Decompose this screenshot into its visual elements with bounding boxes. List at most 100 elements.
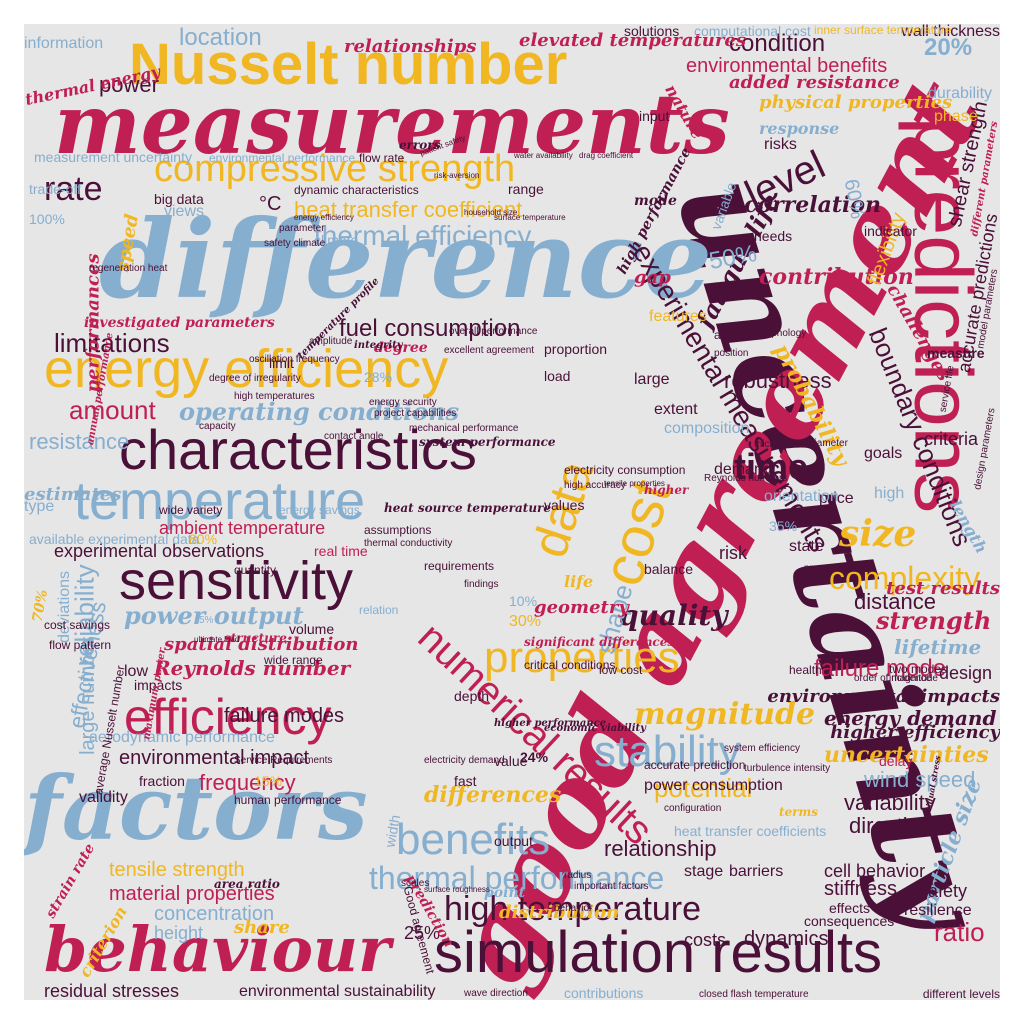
word-radius: radius bbox=[564, 870, 592, 881]
word-thermal-efficiency: thermal efficiency bbox=[314, 220, 532, 251]
word-behavior: behavior bbox=[554, 903, 593, 914]
word-frequency: frequency bbox=[199, 770, 296, 795]
word-fuel-consumption: fuel consumption bbox=[339, 315, 521, 342]
word-heat-transfer-coefficient: heat transfer coefficient bbox=[294, 197, 523, 222]
word-life: life bbox=[564, 572, 594, 591]
word-type: type bbox=[24, 498, 55, 515]
word-low-cost: low cost bbox=[599, 663, 643, 677]
word-flow-pattern: flow pattern bbox=[49, 638, 112, 652]
word-order-of-magnitude: order of magnitude bbox=[854, 673, 938, 684]
word-health: health bbox=[789, 663, 822, 677]
word-gap: gap bbox=[634, 267, 671, 288]
word-low: low bbox=[124, 663, 149, 680]
word-climate: climate bbox=[314, 232, 359, 248]
word-tensile-strength: tensile strength bbox=[109, 859, 245, 881]
word-higher-efficiency: higher efficiency bbox=[830, 722, 1000, 743]
word-compressive-strength: compressive strength bbox=[154, 148, 516, 190]
word-characteristics: characteristics bbox=[119, 418, 477, 481]
word-benefits: benefits bbox=[396, 815, 551, 864]
word-variability: variability bbox=[844, 790, 936, 815]
word-scales: scales bbox=[401, 878, 430, 889]
word-aspects: aspects bbox=[714, 328, 756, 342]
word-critical-conditions: critical conditions bbox=[524, 658, 616, 672]
word-risk: risk bbox=[719, 543, 747, 563]
word-physical-properties: physical properties bbox=[759, 92, 953, 113]
word-structure: structure bbox=[224, 631, 287, 645]
word-share: share bbox=[234, 917, 290, 938]
word-potential: potential bbox=[654, 773, 753, 803]
word-oscillation-frequency: oscillation frequency bbox=[249, 354, 340, 365]
word-findings: findings bbox=[464, 579, 499, 590]
word-electricity-demand: electricity demand bbox=[424, 755, 505, 766]
word-views: views bbox=[164, 203, 205, 220]
word-price: price bbox=[819, 490, 854, 507]
word-location: location bbox=[179, 24, 262, 51]
word-parameter: parameter bbox=[279, 223, 325, 234]
word-indicator: indicator bbox=[864, 223, 917, 239]
word-fraction: fraction bbox=[139, 773, 185, 789]
word-ratio: ratio bbox=[934, 917, 985, 947]
word-real-time: real time bbox=[314, 543, 368, 559]
word-investigated-parameters: investigated parameters bbox=[84, 315, 275, 331]
word-environmental-sustainability: environmental sustainability bbox=[239, 983, 436, 1000]
word-residual-stresses: residual stresses bbox=[44, 981, 180, 1000]
word-electricity-consumption: electricity consumption bbox=[564, 463, 686, 477]
word-energy-demand: energy demand bbox=[824, 706, 997, 730]
word-power-output: power output bbox=[124, 601, 304, 630]
word-30: 30% bbox=[509, 613, 542, 630]
word-two-modes: two modes bbox=[889, 662, 948, 676]
word-capacity: capacity bbox=[199, 421, 236, 432]
word-added-resistance: added resistance bbox=[729, 72, 900, 93]
word-dynamic-characteristics: dynamic characteristics bbox=[294, 183, 419, 197]
word-flow-rate: flow rate bbox=[359, 151, 405, 165]
word-configuration: configuration bbox=[664, 803, 722, 814]
word-phase: phase bbox=[934, 108, 978, 125]
word-drag-coefficient: drag coefficient bbox=[579, 151, 634, 160]
word-position: position bbox=[714, 348, 749, 359]
word-resilience: resilience bbox=[904, 902, 972, 919]
word-state: state bbox=[789, 538, 824, 555]
word-spatial-distribution: spatial distribution bbox=[164, 634, 359, 655]
word-stability: stability bbox=[594, 727, 741, 776]
word-operating-conditions: operating conditions bbox=[179, 397, 460, 426]
word-big-data: big data bbox=[154, 191, 204, 207]
word-household-size: household size bbox=[464, 208, 518, 217]
word-heat-source-temperature: heat source temperature bbox=[384, 501, 552, 515]
word-quantity: quantity bbox=[234, 563, 277, 577]
word-errors: errors bbox=[399, 138, 441, 152]
word-cost-savings: cost savings bbox=[44, 618, 111, 632]
word-sensitivity: sensitivity bbox=[119, 551, 354, 611]
word-contributions: contributions bbox=[564, 985, 644, 1000]
word-100: 100% bbox=[29, 211, 65, 227]
word-uncertainties: uncertainties bbox=[824, 742, 989, 768]
word-size: size bbox=[839, 513, 917, 555]
word-assumptions: assumptions bbox=[364, 523, 432, 537]
word-values: values bbox=[544, 497, 585, 513]
word-25: 25% bbox=[404, 923, 441, 943]
word-ultimate-load: ultimate load bbox=[194, 635, 240, 644]
word-5: 5% bbox=[199, 615, 214, 626]
word-failure-modes: failure modes bbox=[224, 705, 345, 727]
word-relationship: relationship bbox=[604, 836, 717, 861]
word-wide-variety: wide variety bbox=[159, 503, 223, 517]
word-measure: measure bbox=[927, 345, 985, 361]
word-cell-behavior: cell behavior bbox=[824, 861, 926, 881]
word-costs: costs bbox=[684, 930, 727, 950]
word-environmental-performance: environmental performance bbox=[209, 151, 356, 165]
word-input: input bbox=[639, 108, 670, 124]
word-load: load bbox=[544, 368, 571, 384]
word-delay: delay bbox=[879, 753, 913, 769]
word-rate: rate bbox=[44, 170, 103, 208]
word-cloud: uncertainty good agreement difference measu… bbox=[24, 24, 1000, 1000]
word-important-factors: important factors bbox=[574, 881, 649, 892]
word-measurement-uncertainty: measurement uncertainty bbox=[34, 149, 192, 165]
word-demand: demand bbox=[714, 461, 772, 478]
word-experimental-observations: experimental observations bbox=[54, 541, 265, 561]
word-terms: terms bbox=[779, 805, 818, 819]
word-energy-efficiency: energy efficiency bbox=[294, 213, 354, 222]
word-power: power bbox=[99, 72, 159, 97]
word-amplitude: amplitude bbox=[309, 336, 353, 347]
word-35: 35% bbox=[769, 518, 798, 534]
word-composition: composition bbox=[664, 420, 750, 437]
word-20: 20% bbox=[924, 34, 973, 61]
